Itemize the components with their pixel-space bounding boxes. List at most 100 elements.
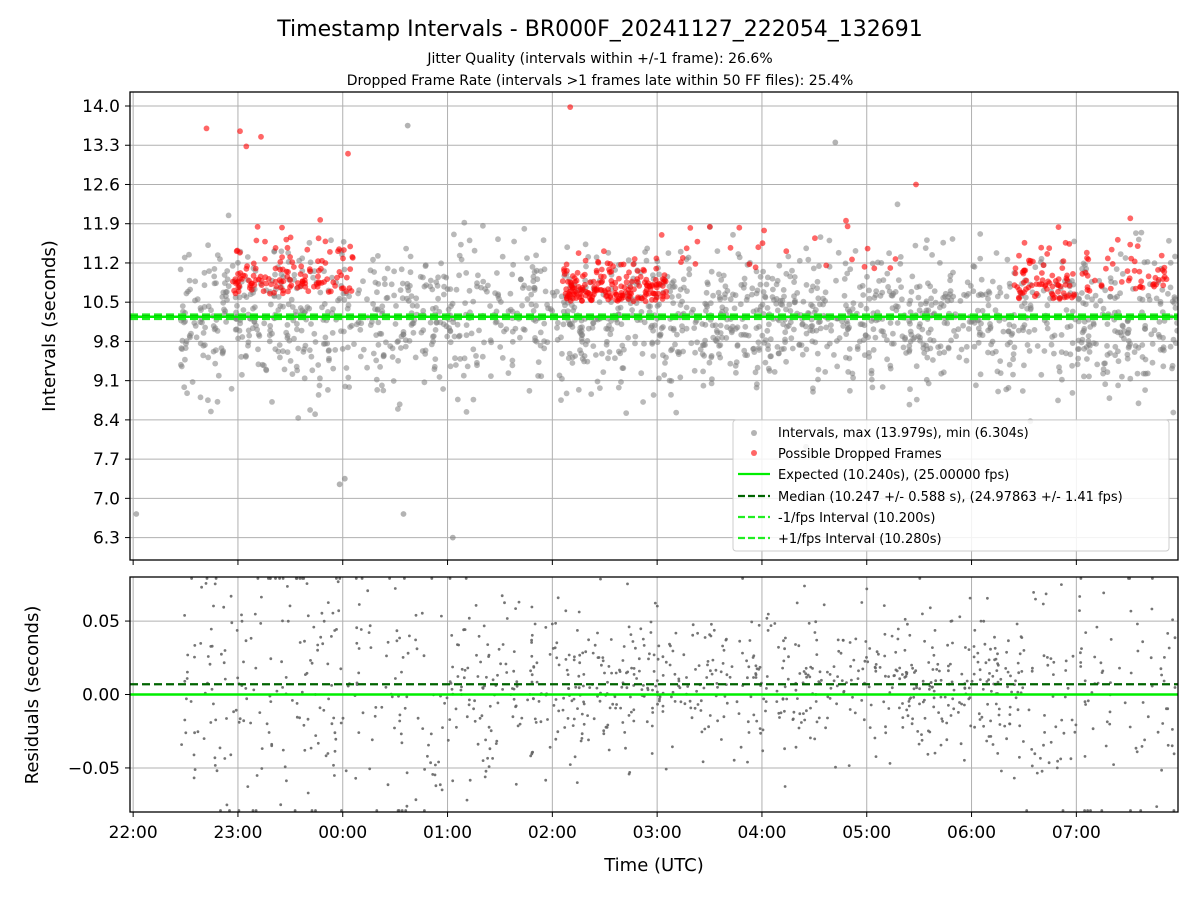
dropped-frame-point [280, 290, 286, 297]
interval-point [706, 359, 713, 366]
dropped-frame-point [1124, 268, 1131, 274]
residual-point [544, 778, 548, 782]
residual-point [803, 718, 807, 722]
residual-point [946, 643, 949, 647]
intervals-y-tick-label: 13.3 [82, 136, 120, 156]
interval-point [294, 321, 300, 327]
dropped-frame-point [277, 259, 284, 265]
interval-point [360, 278, 366, 285]
interval-point [463, 332, 470, 339]
interval-point [451, 333, 458, 340]
interval-point [822, 289, 829, 296]
residual-point [607, 665, 611, 668]
residual-point [1021, 686, 1025, 690]
residual-point [890, 634, 894, 638]
dropped-frame-point [1098, 283, 1105, 289]
residual-point [553, 646, 557, 650]
interval-point [421, 379, 428, 386]
interval-point [1051, 332, 1058, 339]
dropped-frame-point [844, 223, 851, 230]
interval-point [310, 274, 316, 281]
interval-point [704, 279, 711, 286]
interval-point [686, 266, 693, 273]
residual-point [746, 676, 749, 680]
interval-point [1174, 320, 1178, 326]
interval-point [499, 253, 506, 260]
interval-point [708, 354, 715, 361]
interval-point [908, 288, 915, 295]
residual-point [324, 754, 328, 758]
interval-point [205, 354, 212, 361]
residual-point [295, 702, 299, 705]
dropped-frame-point [1136, 268, 1143, 275]
interval-point [841, 276, 848, 282]
interval-point [929, 252, 935, 258]
interval-point [738, 282, 745, 288]
residual-point [874, 755, 878, 758]
residual-point [1083, 700, 1087, 704]
residual-point [688, 699, 692, 703]
interval-point [278, 248, 285, 255]
residual-point [431, 773, 435, 776]
residual-point [592, 717, 596, 721]
interval-point [753, 290, 760, 297]
residual-point [385, 654, 388, 658]
interval-point [398, 266, 405, 273]
residual-point [487, 653, 491, 657]
interval-point [1058, 332, 1065, 338]
interval-point [870, 347, 877, 353]
interval-point [252, 304, 258, 310]
interval-point [744, 293, 751, 300]
interval-point [390, 378, 397, 384]
interval-point [947, 277, 953, 284]
residual-point [1015, 622, 1019, 626]
residual-point [661, 674, 665, 677]
interval-point [579, 355, 586, 362]
residual-point [355, 683, 359, 686]
residual-point [213, 582, 217, 586]
residual-point [988, 672, 991, 675]
interval-point [1149, 359, 1156, 366]
interval-point [717, 296, 723, 303]
interval-point [375, 281, 382, 287]
interval-point [670, 300, 677, 306]
residual-point [1083, 809, 1086, 812]
residual-point [532, 697, 535, 701]
residual-point [427, 743, 430, 747]
dropped-frame-point [1138, 278, 1145, 285]
residual-point [1160, 673, 1163, 677]
residual-point [423, 768, 426, 771]
dropped-frame-point [613, 291, 620, 298]
dropped-frame-point [587, 279, 593, 286]
interval-point [881, 332, 888, 339]
interval-point [255, 361, 262, 368]
residual-point [1018, 755, 1021, 759]
interval-point [412, 354, 419, 361]
residual-point [1064, 659, 1068, 663]
residual-point [330, 722, 334, 726]
residual-point [781, 697, 785, 701]
dropped-frame-point [243, 143, 250, 150]
residual-point [912, 687, 916, 691]
residual-point [839, 651, 843, 655]
residual-point [422, 654, 426, 658]
interval-point [731, 305, 738, 312]
residual-point [1020, 670, 1024, 673]
residual-point [238, 717, 242, 721]
interval-point [614, 319, 621, 326]
interval-point [605, 249, 612, 256]
interval-point [985, 349, 991, 356]
residual-point [835, 684, 839, 688]
interval-point [179, 337, 186, 344]
dropped-frame-point [579, 273, 586, 279]
residual-point [223, 677, 227, 681]
dropped-frame-point [660, 290, 667, 297]
residual-point [918, 687, 921, 691]
residual-point [993, 658, 996, 662]
dropped-frame-point [1040, 262, 1047, 269]
interval-point [529, 264, 536, 270]
residual-point [283, 765, 287, 769]
interval-point [526, 387, 533, 394]
dropped-frame-point [1160, 276, 1166, 282]
dropped-frame-point [634, 278, 640, 285]
